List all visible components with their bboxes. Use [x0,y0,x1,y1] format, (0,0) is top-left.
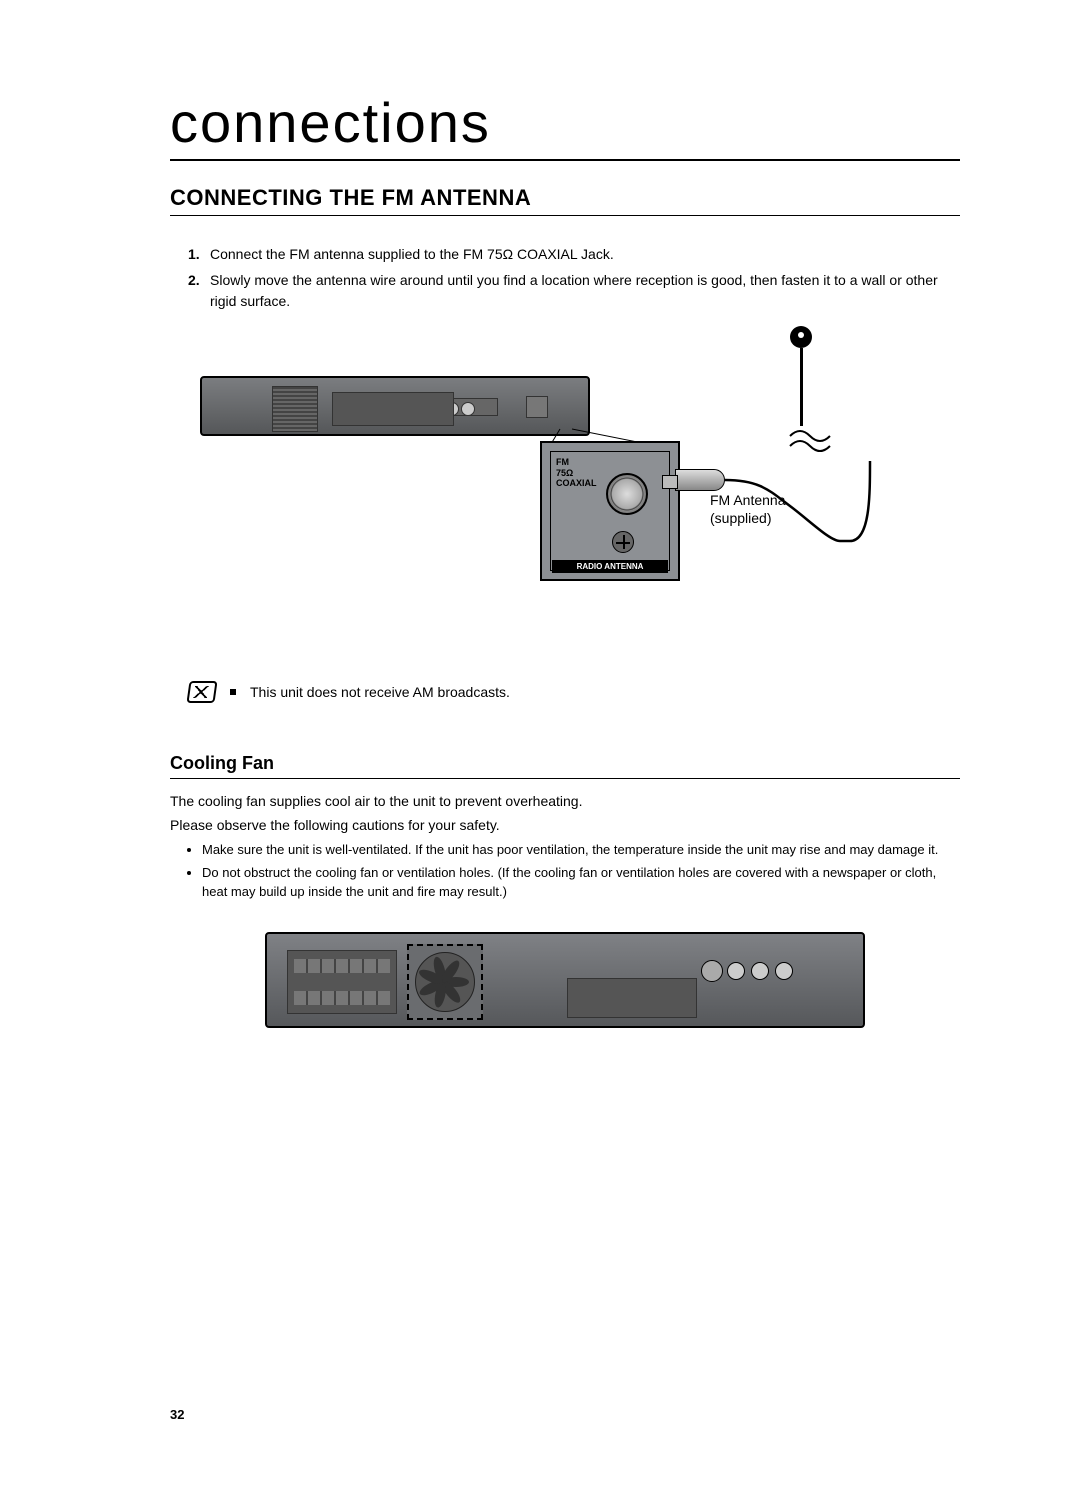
bullet-icon [230,689,236,695]
coaxial-jack-icon [606,473,648,515]
cable-break-icon [780,426,840,466]
manual-page: connections CONNECTING THE FM ANTENNA 1.… [0,0,1080,1068]
page-number: 32 [170,1407,184,1422]
step-number: 2. [188,270,210,311]
cooling-fan-highlight-icon [407,944,483,1020]
cooling-fan-para: The cooling fan supplies cool air to the… [170,791,960,811]
fan-blades-icon [415,952,475,1012]
radio-antenna-panel-zoom: FM 75Ω COAXIAL RADIO ANTENNA [540,441,680,581]
panel-bottom-label: RADIO ANTENNA [552,560,668,573]
caution-item: Do not obstruct the cooling fan or venti… [202,864,960,902]
cooling-fan-diagram [170,932,960,1028]
panel-label: FM 75Ω COAXIAL [556,457,597,489]
note-icon [186,681,217,703]
screw-icon [612,531,634,553]
receiver-rear-small-icon [200,376,590,436]
section-title-fm-antenna: CONNECTING THE FM ANTENNA [170,185,960,216]
fm-antenna-diagram: FM 75Ω COAXIAL RADIO ANTENNA FM Antenna … [170,341,960,641]
antenna-head-icon [790,326,812,348]
step-number: 1. [188,244,210,264]
fm-antenna-steps: 1. Connect the FM antenna supplied to th… [170,244,960,311]
fm-antenna-label: FM Antenna (supplied) [710,491,786,527]
receiver-rear-large-icon [265,932,865,1028]
note-row: This unit does not receive AM broadcasts… [188,681,960,703]
step-text: Slowly move the antenna wire around unti… [210,270,960,311]
caution-item: Make sure the unit is well-ventilated. I… [202,841,960,860]
coax-plug-icon [675,469,725,491]
step-row: 1. Connect the FM antenna supplied to th… [188,244,960,264]
antenna-stem-icon [800,348,803,426]
step-row: 2. Slowly move the antenna wire around u… [188,270,960,311]
note-text: This unit does not receive AM broadcasts… [250,684,510,700]
cooling-fan-cautions: Make sure the unit is well-ventilated. I… [170,841,960,902]
section-title-cooling-fan: Cooling Fan [170,753,960,779]
cooling-fan-para: Please observe the following cautions fo… [170,815,960,835]
page-main-title: connections [170,90,960,161]
step-text: Connect the FM antenna supplied to the F… [210,244,614,264]
